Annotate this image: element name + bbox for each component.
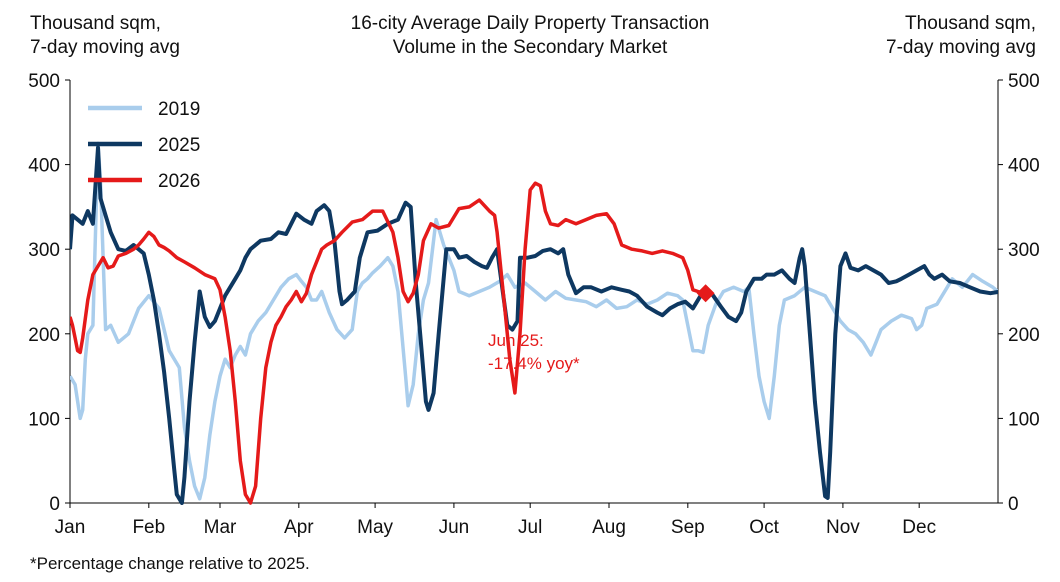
x-tick-label: Sep xyxy=(671,517,705,538)
x-tick-label: Aug xyxy=(592,517,626,538)
left-y-tick-label: 200 xyxy=(28,325,60,346)
left-y-tick-label: 100 xyxy=(28,409,60,430)
left-y-tick-label: 0 xyxy=(49,494,60,515)
footnote: *Percentage change relative to 2025. xyxy=(30,554,310,573)
left-y-tick-label: 300 xyxy=(28,240,60,261)
chart-title-line-2: Volume in the Secondary Market xyxy=(392,37,668,58)
chart-title-line-1: 16-city Average Daily Property Transacti… xyxy=(350,13,710,34)
right-y-tick-label: 400 xyxy=(1008,156,1040,177)
x-tick-label: Jul xyxy=(518,517,542,538)
right-axis-unit-line-1: Thousand sqm, xyxy=(905,13,1036,34)
left-y-tick-label: 400 xyxy=(28,156,60,177)
right-y-tick-label: 100 xyxy=(1008,409,1040,430)
x-tick-label: Jan xyxy=(55,517,86,538)
right-y-tick-label: 0 xyxy=(1008,494,1019,515)
right-y-tick-label: 500 xyxy=(1008,71,1040,92)
annotation-label-line: -17.4% yoy* xyxy=(488,354,580,373)
x-tick-label: Mar xyxy=(204,517,237,538)
annotation-diamond-marker xyxy=(696,284,715,303)
x-tick-label: May xyxy=(357,517,393,538)
legend-label-2019: 2019 xyxy=(158,99,200,120)
series-line-2026 xyxy=(70,181,709,505)
left-y-tick-label: 500 xyxy=(28,71,60,92)
series-line-2019 xyxy=(70,141,998,501)
x-tick-label: Nov xyxy=(826,517,860,538)
annotation-label-line: Jun 25: xyxy=(488,331,544,350)
left-axis-unit-line-2: 7-day moving avg xyxy=(30,37,180,58)
x-tick-label: Feb xyxy=(132,517,165,538)
right-y-tick-label: 200 xyxy=(1008,325,1040,346)
chart-title: 16-city Average Daily Property Transacti… xyxy=(0,12,1060,60)
left-axis-unit-label: Thousand sqm, 7-day moving avg xyxy=(30,12,180,60)
right-axis-unit-line-2: 7-day moving avg xyxy=(886,37,1036,58)
legend-label-2026: 2026 xyxy=(158,171,200,192)
x-tick-label: Dec xyxy=(902,517,936,538)
right-axis-unit-label: Thousand sqm, 7-day moving avg xyxy=(886,12,1036,60)
right-y-tick-label: 300 xyxy=(1008,240,1040,261)
left-axis-unit-line-1: Thousand sqm, xyxy=(30,13,161,34)
x-tick-label: Jun xyxy=(439,517,470,538)
x-tick-label: Apr xyxy=(284,517,314,538)
series-line-2025 xyxy=(70,145,998,505)
legend-label-2025: 2025 xyxy=(158,135,200,156)
x-tick-label: Oct xyxy=(749,517,779,538)
